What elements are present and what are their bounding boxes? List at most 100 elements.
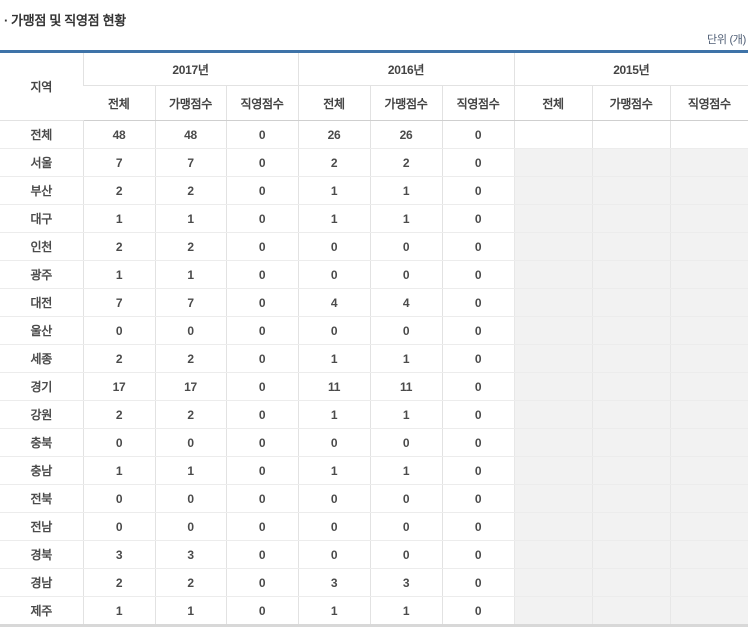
value-cell: 0	[225, 260, 299, 289]
page-title: 가맹점 및 직영점 현황	[11, 13, 126, 28]
value-cell: 7	[82, 148, 155, 177]
region-cell: 세종	[0, 344, 83, 373]
value-cell: 3	[297, 568, 371, 597]
table-row-경남: 경남 2 2 0 3 3 0	[0, 568, 748, 597]
value-cell: 2	[369, 148, 443, 177]
value-cell: 11	[369, 372, 443, 401]
value-cell: 0	[82, 316, 155, 345]
region-cell: 충남	[0, 456, 83, 485]
value-cell: 0	[82, 512, 155, 541]
value-cell: 0	[297, 540, 371, 569]
value-cell	[669, 540, 748, 569]
value-cell: 0	[225, 400, 299, 429]
value-cell: 0	[297, 232, 371, 261]
value-cell: 2	[82, 568, 155, 597]
region-cell: 전남	[0, 512, 83, 541]
value-cell	[669, 232, 748, 261]
value-cell: 1	[82, 596, 155, 626]
value-cell: 2	[82, 400, 155, 429]
value-cell	[591, 372, 671, 401]
value-cell	[513, 400, 593, 429]
value-cell	[669, 372, 748, 401]
value-cell	[513, 120, 593, 149]
value-cell	[669, 148, 748, 177]
column-header-direct-2017: 직영점수	[225, 85, 299, 121]
value-cell	[591, 568, 671, 597]
year-header-row: 지역 2017년 2016년 2015년	[0, 51, 748, 121]
value-cell: 0	[441, 512, 515, 541]
region-cell: 충북	[0, 428, 83, 457]
region-cell: 전북	[0, 484, 83, 513]
region-cell: 서울	[0, 148, 83, 177]
value-cell: 0	[225, 596, 299, 626]
value-cell: 2	[82, 344, 155, 373]
store-status-table: 지역 2017년 2016년 2015년 전체 가맹점수 직영점수 전체 가맹점…	[0, 50, 748, 627]
column-header-franchise-2017: 가맹점수	[154, 85, 226, 121]
column-header-total-2015: 전체	[513, 85, 593, 121]
value-cell: 0	[225, 344, 299, 373]
value-cell: 0	[225, 456, 299, 485]
value-cell: 0	[82, 428, 155, 457]
value-cell: 7	[82, 288, 155, 317]
value-cell: 0	[441, 148, 515, 177]
region-cell: 전체	[0, 120, 83, 149]
value-cell: 1	[297, 400, 371, 429]
value-cell: 0	[225, 148, 299, 177]
value-cell	[591, 456, 671, 485]
table-row-충남: 충남 1 1 0 1 1 0	[0, 456, 748, 485]
value-cell: 3	[369, 568, 443, 597]
value-cell: 0	[441, 176, 515, 205]
value-cell: 1	[297, 344, 371, 373]
value-cell	[513, 540, 593, 569]
value-cell	[669, 344, 748, 373]
table-row-울산: 울산 0 0 0 0 0 0	[0, 316, 748, 345]
value-cell: 1	[154, 260, 226, 289]
value-cell	[591, 120, 671, 149]
value-cell: 1	[297, 176, 371, 205]
region-cell: 울산	[0, 316, 83, 345]
column-header-direct-2015: 직영점수	[669, 85, 748, 121]
value-cell: 4	[369, 288, 443, 317]
value-cell: 0	[441, 232, 515, 261]
value-cell: 2	[154, 344, 226, 373]
value-cell	[669, 484, 748, 513]
value-cell	[669, 120, 748, 149]
region-cell: 부산	[0, 176, 83, 205]
value-cell: 0	[154, 512, 226, 541]
column-header-franchise-2015: 가맹점수	[591, 85, 671, 121]
value-cell: 0	[297, 512, 371, 541]
value-cell: 0	[441, 540, 515, 569]
value-cell: 4	[297, 288, 371, 317]
value-cell: 7	[154, 148, 226, 177]
table-row-충북: 충북 0 0 0 0 0 0	[0, 428, 748, 457]
value-cell	[669, 260, 748, 289]
value-cell	[513, 260, 593, 289]
value-cell: 3	[82, 540, 155, 569]
value-cell: 1	[82, 456, 155, 485]
value-cell: 0	[369, 316, 443, 345]
value-cell: 0	[441, 344, 515, 373]
value-cell	[669, 456, 748, 485]
value-cell	[591, 512, 671, 541]
value-cell	[513, 568, 593, 597]
value-cell: 0	[441, 260, 515, 289]
value-cell	[669, 400, 748, 429]
table-row-대전: 대전 7 7 0 4 4 0	[0, 288, 748, 317]
column-header-franchise-2016: 가맹점수	[369, 85, 443, 121]
value-cell: 0	[441, 484, 515, 513]
value-cell: 0	[297, 260, 371, 289]
value-cell: 1	[369, 596, 443, 626]
value-cell: 26	[297, 120, 371, 149]
value-cell	[513, 204, 593, 233]
value-cell: 17	[154, 372, 226, 401]
value-cell: 0	[225, 428, 299, 457]
value-cell	[669, 316, 748, 345]
value-cell	[513, 176, 593, 205]
title-bullet: ·	[4, 13, 9, 28]
value-cell	[513, 512, 593, 541]
value-cell	[591, 540, 671, 569]
value-cell: 0	[369, 484, 443, 513]
value-cell: 48	[82, 120, 155, 149]
value-cell	[513, 428, 593, 457]
table-row-강원: 강원 2 2 0 1 1 0	[0, 400, 748, 429]
